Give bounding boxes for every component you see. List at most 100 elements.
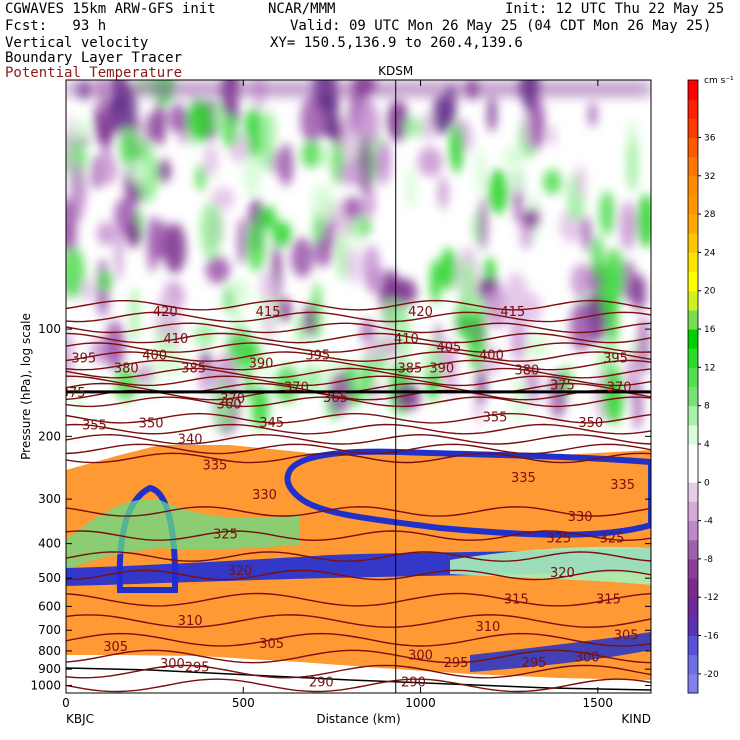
colorbar-swatch (688, 348, 698, 368)
institution-label: NCAR/MMM (268, 1, 336, 17)
velocity-cell (363, 335, 385, 361)
theta-contour (66, 332, 651, 344)
theta-label: 330 (252, 488, 277, 503)
velocity-cell (210, 186, 235, 211)
theta-contour (66, 396, 651, 408)
theta-label: 300 (575, 651, 600, 666)
velocity-cell (581, 215, 592, 252)
theta-label: 370 (220, 392, 245, 407)
velocity-cell (487, 96, 497, 133)
velocity-cell (146, 215, 159, 273)
theta-label: 400 (142, 349, 167, 364)
velocity-cell (422, 111, 435, 143)
theta-contour (66, 299, 651, 311)
velocity-cell (588, 102, 597, 128)
velocity-cell (404, 117, 425, 138)
velocity-cell (81, 278, 94, 304)
theta-label: 310 (475, 620, 500, 635)
theta-label: 390 (249, 356, 274, 371)
colorbar-tick-label: -16 (704, 632, 719, 642)
velocity-cell (290, 237, 314, 278)
theta-label: 380 (114, 361, 139, 376)
velocity-cell (339, 160, 364, 186)
theta-contour (66, 359, 651, 371)
colorbar-swatch (688, 290, 698, 311)
valid-time: Valid: 09 UTC Mon 26 May 25 (04 CDT Mon … (290, 18, 712, 34)
colorbar-swatch (688, 520, 698, 541)
velocity-cell (94, 154, 118, 186)
colorbar-tick-label: -20 (704, 670, 719, 680)
velocity-cell (633, 378, 643, 431)
theta-label: 295 (444, 656, 469, 671)
theta-label: 300 (160, 657, 185, 672)
theta-label: 295 (185, 661, 210, 676)
velocity-cell (244, 106, 264, 159)
colorbar-swatch (688, 673, 698, 694)
velocity-cell (406, 166, 416, 211)
velocity-cell (237, 217, 247, 265)
left-station-label: KBJC (66, 712, 94, 726)
theta-label: 390 (429, 361, 454, 376)
axes: KDSM 0 500 1000 1500 100 200 300 400 500 600 700 800… (19, 64, 652, 726)
velocity-cell (145, 111, 156, 146)
y-tick-label: 1000 (30, 678, 61, 692)
colorbar-tick-label: -8 (704, 555, 713, 565)
theta-contour (66, 592, 651, 607)
kdsm-label: KDSM (378, 64, 413, 78)
velocity-cell (509, 167, 526, 192)
velocity-cell (591, 235, 604, 279)
theta-label: 415 (500, 305, 525, 320)
velocity-cell (474, 147, 486, 196)
velocity-cell (432, 95, 451, 136)
velocity-cell (66, 198, 78, 239)
theta-label: 315 (596, 592, 621, 607)
velocity-cell (212, 100, 223, 133)
theta-label: 375 (550, 378, 575, 393)
velocity-cell (524, 335, 550, 360)
theta-label: 400 (479, 349, 504, 364)
theta-label: 330 (568, 510, 593, 525)
velocity-cell (462, 126, 474, 151)
velocity-cell (367, 265, 386, 290)
theta-contour (66, 375, 651, 387)
upper-downdraft-band (66, 80, 651, 98)
velocity-cell (153, 101, 166, 147)
x-axis-label: Distance (km) (316, 712, 400, 726)
x-tick-label: 0 (62, 696, 70, 710)
velocity-cell (203, 143, 219, 178)
velocity-cell (71, 119, 90, 141)
colorbar-tick-label: -12 (704, 593, 719, 603)
velocity-cell (576, 164, 586, 200)
y-tick-label: 900 (38, 662, 61, 676)
theta-label: 325 (213, 528, 238, 543)
y-tick-label: 700 (38, 623, 61, 637)
velocity-cell (314, 236, 333, 268)
theta-label: 410 (394, 332, 419, 347)
colorbar-swatch (688, 367, 698, 387)
theta-label: 310 (178, 614, 203, 629)
colorbar-tick-label: 16 (704, 325, 716, 335)
theta-label: 340 (178, 433, 203, 448)
velocity-cell (186, 100, 213, 143)
y-tick-label: 200 (38, 429, 61, 443)
velocity-cell (199, 202, 222, 259)
colorbar-tick-label: 8 (704, 402, 710, 412)
colorbar-swatch (688, 654, 698, 675)
velocity-cell (637, 316, 649, 376)
velocity-cell (261, 110, 276, 151)
colorbar-swatch (688, 156, 698, 177)
theta-contour (66, 678, 651, 693)
velocity-cell (524, 208, 539, 229)
velocity-cell (542, 169, 562, 195)
theta-label: 365 (323, 391, 348, 406)
velocity-cell (343, 196, 363, 220)
velocity-cell (392, 278, 418, 306)
velocity-cell (96, 270, 113, 292)
field-boundary-layer-tracer: Boundary Layer Tracer (5, 50, 183, 66)
theta-contour (66, 649, 651, 664)
velocity-cell (66, 329, 73, 381)
colorbar-swatch (688, 309, 698, 330)
velocity-cell (478, 197, 488, 251)
velocity-cell (560, 365, 572, 395)
y-tick-label: 400 (38, 537, 61, 551)
